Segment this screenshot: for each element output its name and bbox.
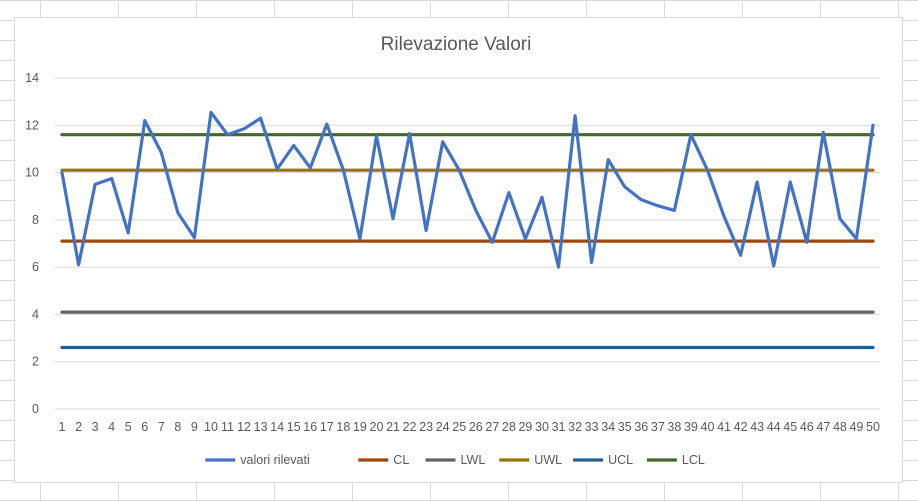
y-tick-label: 12 (25, 118, 39, 132)
x-tick-label: 20 (370, 420, 384, 434)
legend-item-lwl[interactable]: LWL (425, 453, 486, 467)
x-tick-label: 15 (287, 420, 301, 434)
x-tick-label: 42 (734, 420, 748, 434)
legend: valori rilevati CL LWL UWL UCL LCL (205, 453, 705, 467)
legend-label: valori rilevati (240, 453, 309, 467)
x-tick-label: 10 (204, 420, 218, 434)
y-axis-ticks: 0 2 4 6 8 10 12 14 (25, 71, 39, 416)
x-tick-label: 33 (585, 420, 599, 434)
x-tick-label: 50 (866, 420, 880, 434)
x-tick-label: 26 (469, 420, 483, 434)
gridlines (55, 77, 880, 410)
legend-label: UWL (534, 453, 562, 467)
x-tick-label: 40 (701, 420, 715, 434)
x-tick-label: 11 (221, 420, 234, 434)
x-tick-label: 13 (254, 420, 268, 434)
series-lines (60, 110, 875, 350)
x-tick-label: 43 (750, 420, 764, 434)
x-tick-label: 27 (485, 420, 499, 434)
x-tick-label: 34 (601, 420, 615, 434)
x-tick-label: 24 (436, 420, 450, 434)
x-axis-ticks: 1 2 3 4 5 6 7 8 9 10 11 12 13 14 15 16 17 18 19 20 21 22 23 24 2… (59, 420, 880, 434)
legend-label: LCL (682, 453, 705, 467)
x-tick-label: 31 (552, 420, 566, 434)
x-tick-label: 38 (667, 420, 681, 434)
x-tick-label: 3 (92, 420, 99, 434)
x-tick-label: 17 (320, 420, 334, 434)
x-tick-label: 28 (502, 420, 516, 434)
x-tick-label: 45 (783, 420, 797, 434)
x-tick-label: 48 (833, 420, 847, 434)
x-tick-label: 46 (800, 420, 814, 434)
x-tick-label: 8 (174, 420, 181, 434)
x-tick-label: 32 (568, 420, 582, 434)
y-tick-label: 10 (25, 166, 39, 180)
x-tick-label: 49 (849, 420, 863, 434)
x-tick-label: 6 (141, 420, 148, 434)
x-tick-label: 39 (684, 420, 698, 434)
x-tick-label: 12 (237, 420, 251, 434)
legend-item-valori-rilevati[interactable]: valori rilevati (205, 453, 310, 467)
x-tick-label: 44 (767, 420, 781, 434)
legend-label: LWL (461, 453, 486, 467)
x-tick-label: 21 (386, 420, 400, 434)
x-tick-label: 25 (452, 420, 466, 434)
legend-item-lcl[interactable]: LCL (646, 453, 705, 467)
x-tick-label: 14 (270, 420, 284, 434)
legend-label: UCL (608, 453, 633, 467)
x-tick-label: 29 (518, 420, 532, 434)
x-tick-label: 7 (158, 420, 165, 434)
legend-item-uwl[interactable]: UWL (499, 453, 562, 467)
y-tick-label: 14 (25, 71, 39, 85)
y-tick-label: 6 (32, 260, 39, 274)
y-tick-label: 4 (32, 307, 39, 321)
x-tick-label: 36 (634, 420, 648, 434)
x-tick-label: 4 (108, 420, 115, 434)
x-tick-label: 9 (191, 420, 198, 434)
x-tick-label: 5 (125, 420, 132, 434)
chart-title: Rilevazione Valori (381, 34, 532, 55)
x-tick-label: 1 (59, 420, 66, 434)
y-tick-label: 8 (32, 213, 39, 227)
legend-label: CL (393, 453, 409, 467)
legend-item-cl[interactable]: CL (358, 453, 409, 467)
x-tick-label: 23 (419, 420, 433, 434)
x-tick-label: 37 (651, 420, 665, 434)
x-tick-label: 16 (303, 420, 317, 434)
x-tick-label: 22 (403, 420, 417, 434)
x-tick-label: 41 (717, 420, 731, 434)
x-tick-label: 2 (75, 420, 82, 434)
x-tick-label: 18 (336, 420, 350, 434)
x-tick-label: 35 (618, 420, 632, 434)
x-tick-label: 30 (535, 420, 549, 434)
x-tick-label: 47 (816, 420, 830, 434)
legend-item-ucl[interactable]: UCL (573, 453, 633, 467)
series-line-valori-rilevati[interactable] (60, 110, 875, 269)
y-tick-label: 0 (32, 402, 39, 416)
y-tick-label: 2 (32, 355, 39, 369)
x-tick-label: 19 (353, 420, 367, 434)
